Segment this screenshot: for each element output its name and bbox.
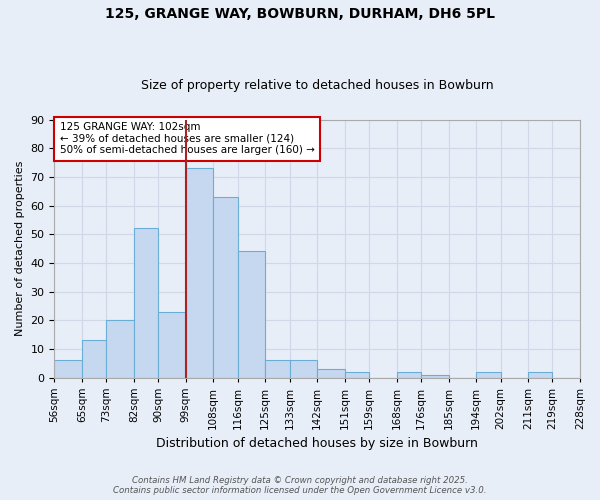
Bar [528, 372, 553, 378]
Bar [421, 374, 449, 378]
Bar [317, 369, 345, 378]
Bar [345, 372, 369, 378]
Bar [238, 252, 265, 378]
Bar [55, 360, 82, 378]
Bar [476, 372, 500, 378]
Bar [134, 228, 158, 378]
Text: 125 GRANGE WAY: 102sqm
← 39% of detached houses are smaller (124)
50% of semi-de: 125 GRANGE WAY: 102sqm ← 39% of detached… [59, 122, 314, 156]
Bar [186, 168, 214, 378]
Bar [397, 372, 421, 378]
X-axis label: Distribution of detached houses by size in Bowburn: Distribution of detached houses by size … [156, 437, 478, 450]
Bar [265, 360, 290, 378]
Bar [290, 360, 317, 378]
Y-axis label: Number of detached properties: Number of detached properties [15, 161, 25, 336]
Title: Size of property relative to detached houses in Bowburn: Size of property relative to detached ho… [141, 79, 494, 92]
Bar [214, 197, 238, 378]
Text: Contains HM Land Registry data © Crown copyright and database right 2025.
Contai: Contains HM Land Registry data © Crown c… [113, 476, 487, 495]
Bar [82, 340, 106, 378]
Text: 125, GRANGE WAY, BOWBURN, DURHAM, DH6 5PL: 125, GRANGE WAY, BOWBURN, DURHAM, DH6 5P… [105, 8, 495, 22]
Bar [158, 312, 186, 378]
Bar [106, 320, 134, 378]
